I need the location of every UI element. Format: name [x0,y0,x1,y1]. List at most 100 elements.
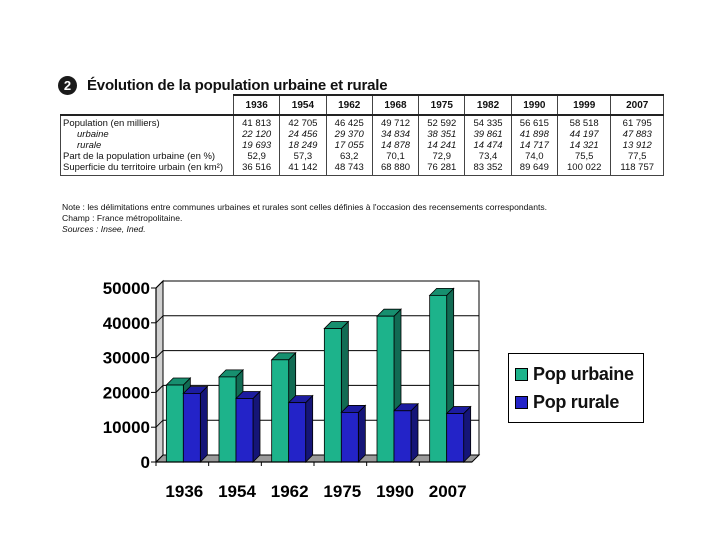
bar-pop-urbaine-1962 [271,359,290,463]
x-tick-label-1962: 1962 [271,482,309,501]
cell-superficie-1968: 68 880 [380,162,411,173]
figure-number-badge: 2 [58,75,77,95]
gridline-diag-30000 [155,350,164,358]
cell-rurale-1975: 14 241 [427,140,457,151]
y-tick-label-20000: 20000 [103,383,150,402]
cell-population-1936: 41 813 [242,118,272,129]
row-label-population: Population (en milliers) [63,118,160,129]
year-header-row: 1936 1954 1962 1968 1975 1982 1990 1999 2007 [60,94,664,116]
row-label-part: Part de la population urbaine (en %) [63,151,216,162]
legend-label: Pop urbaine [533,364,634,384]
y-tick-label-10000: 10000 [103,418,150,437]
bar-pop-rurale-1936 [182,393,201,463]
legend-item-pop-urbaine: Pop urbaine [515,364,634,385]
population-table: 1936 1954 1962 1968 1975 1982 1990 1999 2007 Pop… [60,94,664,176]
table-sources: Sources : Insee, Ined. [62,224,146,234]
y-tick-label-50000: 50000 [103,279,150,298]
cell-population-1954: 42 705 [288,118,318,129]
table-body-row: Population (en milliers) urbaine rurale … [60,114,664,176]
chart-legend: Pop urbaine Pop rurale [508,353,644,423]
cell-rurale-1990: 14 717 [519,140,549,151]
row-label-urbaine: urbaine [77,129,109,140]
chart-side-wall [155,279,164,464]
cell-part-1975: 72,9 [432,151,452,162]
bar-pop-rurale-1990 [393,410,412,463]
gridline-diag-20000 [155,385,164,393]
x-tick-label-1975: 1975 [323,482,361,501]
row-label-rurale: rurale [77,140,102,151]
cell-part-1999: 75,5 [574,151,594,162]
legend-label: Pop rurale [533,392,620,412]
year-column-1954: 42 705 24 456 18 249 57,3 41 142 [279,114,327,176]
cell-rurale-1982: 14 474 [473,140,503,151]
cell-rurale-1954: 18 249 [288,140,318,151]
bar-pop-rurale-1936-side [199,385,208,463]
bar-pop-rurale-2007-side [463,405,472,463]
bar-pop-rurale-2007 [446,413,465,463]
row-label-superficie: Superficie du territoire urbain (en km²) [63,162,223,173]
cell-superficie-1936: 36 516 [242,162,272,173]
bar-pop-urbaine-2007 [429,294,448,463]
cell-urbaine-1968: 34 834 [380,129,411,140]
table-notes: Note : les délimitations entre communes … [62,202,547,235]
cell-urbaine-2007: 47 883 [622,129,652,140]
cell-population-1982: 54 335 [473,118,503,129]
year-header-1962: 1962 [325,94,373,116]
y-tick-label-40000: 40000 [103,314,150,333]
cell-superficie-1975: 76 281 [427,162,457,173]
cell-part-1968: 70,1 [386,151,405,162]
year-column-1975: 52 592 38 351 14 241 72,9 76 281 [418,114,466,176]
x-tick-label-1990: 1990 [376,482,414,501]
cell-rurale-2007: 13 912 [622,140,652,151]
cell-urbaine-1982: 39 861 [473,129,503,140]
bar-pop-rurale-1975 [340,412,359,463]
legend-swatch [515,368,528,381]
bar-pop-urbaine-1990 [376,315,395,463]
cell-part-1962: 63,2 [339,151,359,162]
bar-pop-rurale-1954 [235,398,254,463]
y-tick-label-0: 0 [141,453,150,472]
year-column-1962: 46 425 29 370 17 055 63,2 48 743 [325,114,373,176]
cell-superficie-1990: 89 649 [519,162,549,173]
cell-rurale-1999: 14 321 [569,140,599,151]
y-tick-label-30000: 30000 [103,349,150,368]
data-table-block: 2 Évolution de la population urbaine et … [56,74,668,254]
year-column-1968: 49 712 34 834 14 878 70,1 68 880 [371,114,420,176]
cell-rurale-1936: 19 693 [242,140,272,151]
cell-superficie-2007: 118 757 [620,162,655,173]
legend-item-pop-rurale: Pop rurale [515,392,619,413]
cell-rurale-1962: 17 055 [334,140,364,151]
cell-superficie-1954: 41 142 [288,162,318,173]
cell-population-1990: 56 615 [519,118,549,129]
cell-urbaine-1954: 24 456 [288,129,318,140]
cell-population-1962: 46 425 [334,118,364,129]
cell-part-1954: 57,3 [293,151,313,162]
year-column-1999: 58 518 44 197 14 321 75,5 100 022 [556,114,612,176]
cell-population-1999: 58 518 [569,118,599,129]
bar-pop-rurale-1962 [288,402,307,463]
table-note: Note : les délimitations entre communes … [62,202,548,212]
cell-population-1968: 49 712 [380,118,411,129]
year-header-2007: 2007 [610,94,664,116]
year-column-1982: 54 335 39 861 14 474 73,4 83 352 [464,114,512,176]
bar-pop-rurale-1975-side [357,404,366,463]
year-column-1990: 56 615 41 898 14 717 74,0 89 649 [510,114,558,176]
cell-rurale-1968: 14 878 [380,140,411,151]
cell-population-1975: 52 592 [427,118,457,129]
cell-superficie-1999: 100 022 [567,162,602,173]
legend-swatch [515,396,528,409]
year-header-1999: 1999 [556,94,612,116]
table-champ: Champ : France métropolitaine. [62,213,183,223]
cell-part-2007: 77,5 [627,151,647,162]
bar-pop-rurale-1990-side [410,402,419,463]
cell-urbaine-1975: 38 351 [427,129,457,140]
bar-pop-rurale-1962-side [305,394,314,463]
x-tick-label-1936: 1936 [165,482,203,501]
cell-part-1990: 74,0 [525,151,544,162]
bar-pop-rurale-1954-side [252,390,261,463]
table-title-row: 2 Évolution de la population urbaine et … [58,74,388,96]
cell-urbaine-1962: 29 370 [334,129,364,140]
x-tick-label-2007: 2007 [429,482,467,501]
gridline-diag-10000 [155,419,164,428]
